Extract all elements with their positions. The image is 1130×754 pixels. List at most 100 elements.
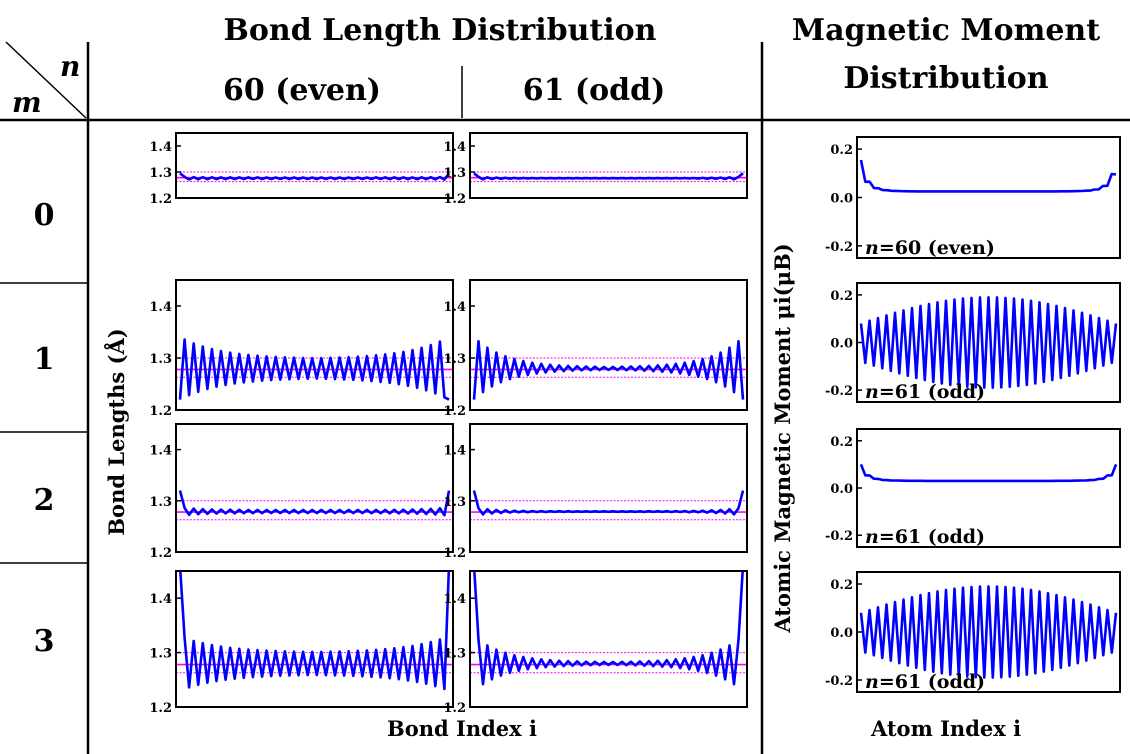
y-tick-label: -0.2 xyxy=(825,240,853,255)
y-tick-label: 0.0 xyxy=(830,337,853,352)
series-line xyxy=(179,571,451,691)
plot-area xyxy=(176,171,453,183)
y-tick-label: 0.2 xyxy=(830,143,853,158)
row-label-2: 2 xyxy=(34,483,55,518)
y-tick-label: 0.0 xyxy=(830,482,853,497)
series-line xyxy=(859,295,1118,390)
plot-area xyxy=(176,338,453,401)
plot-area xyxy=(859,463,1118,483)
plot-panels: 1.21.31.41.21.31.41.21.31.41.21.31.41.21… xyxy=(149,132,1121,716)
y-tick-label: 1.4 xyxy=(443,140,466,155)
y-tick-label: 1.3 xyxy=(149,495,172,510)
y-tick-label: 1.3 xyxy=(149,352,172,367)
panel-bond-m0-n61: 1.2 1.3 1.4 xyxy=(443,132,748,207)
panel-frame xyxy=(469,279,748,411)
panel-magnetic-m1-n61: 0.2 0.0 -0.2 n=61 (odd) xyxy=(825,282,1121,403)
annotation-text: =61 (odd) xyxy=(879,671,985,693)
series-line xyxy=(859,585,1118,679)
y-tick-label: -0.2 xyxy=(825,674,853,689)
row-label-3: 3 xyxy=(34,624,55,659)
y-tick-label: 0.2 xyxy=(830,435,853,450)
panel-annotation: n=60 (even) xyxy=(865,237,995,259)
panel-frame xyxy=(469,570,748,708)
annotation-text: =61 (odd) xyxy=(879,381,985,403)
plot-area xyxy=(470,490,747,521)
y-tick-label: 0.2 xyxy=(830,578,853,593)
plot-area xyxy=(470,571,747,686)
plot-area xyxy=(176,490,453,521)
y-tick-label: 1.4 xyxy=(443,444,466,459)
plot-area xyxy=(176,571,453,691)
panel-bond-m0-n60: 1.2 1.3 1.4 xyxy=(149,132,454,207)
panel-bond-m2-n61: 1.2 1.3 1.4 xyxy=(443,423,748,561)
series-line xyxy=(473,571,744,686)
panel-bond-m1-n60: 1.2 1.3 1.4 xyxy=(149,279,454,419)
annotation-var: n xyxy=(865,237,879,259)
plot-area xyxy=(859,159,1117,193)
y-tick-label: 0.2 xyxy=(830,289,853,304)
series-line xyxy=(179,172,451,181)
panel-bond-m2-n60: 1.2 1.3 1.4 xyxy=(149,423,454,561)
annotation-text: =60 (even) xyxy=(879,237,995,259)
plot-area xyxy=(470,339,747,400)
magnetic-title-line1: Magnetic Moment xyxy=(792,13,1100,48)
y-tick-label: 1.3 xyxy=(149,166,172,181)
panel-frame xyxy=(175,279,454,411)
panel-frame xyxy=(469,132,748,199)
y-tick-label: 1.4 xyxy=(149,592,172,607)
corner-diagonal xyxy=(5,41,87,119)
annotation-text: =61 (odd) xyxy=(879,526,985,548)
y-tick-label: -0.2 xyxy=(825,384,853,399)
bond-x-axis-label: Bond Index i xyxy=(387,716,537,741)
corner-m-label: m xyxy=(12,86,42,119)
y-tick-label: 1.3 xyxy=(443,352,466,367)
series-line xyxy=(178,338,450,401)
y-tick-label: -0.2 xyxy=(825,529,853,544)
panel-bond-m3-n60: 1.2 1.3 1.4 xyxy=(149,570,454,716)
panel-annotation: n=61 (odd) xyxy=(865,381,985,403)
panel-magnetic-m3-n61: 0.2 0.0 -0.2 n=61 (odd) xyxy=(825,571,1121,693)
y-tick-label: 1.4 xyxy=(443,592,466,607)
column-even-label: 60 (even) xyxy=(223,73,381,108)
series-line xyxy=(472,339,745,400)
column-odd-label: 61 (odd) xyxy=(523,73,666,108)
y-tick-label: 1.4 xyxy=(149,300,172,315)
panel-magnetic-m2-n61: 0.2 0.0 -0.2 n=61 (odd) xyxy=(825,428,1121,548)
series-line xyxy=(473,172,744,181)
panel-magnetic-m0-n60: 0.2 0.0 -0.2 n=60 (even) xyxy=(825,136,1121,259)
series-line xyxy=(178,490,451,517)
y-tick-label: 1.3 xyxy=(443,647,466,662)
y-tick-label: 1.4 xyxy=(149,140,172,155)
panel-bond-m1-n61: 1.2 1.3 1.4 xyxy=(443,279,748,419)
series-line xyxy=(472,490,745,516)
panel-annotation: n=61 (odd) xyxy=(865,526,985,548)
y-tick-label: 1.3 xyxy=(149,647,172,662)
y-tick-label: 0.0 xyxy=(830,626,853,641)
y-tick-label: 1.3 xyxy=(443,495,466,510)
panel-frame xyxy=(175,423,454,553)
y-tick-label: 1.2 xyxy=(149,701,172,716)
plot-area xyxy=(470,171,747,183)
panel-bond-m3-n61: 1.2 1.3 1.4 xyxy=(443,570,748,716)
bond-y-axis-label: Bond Lengths (Å) xyxy=(104,328,129,535)
mag-y-axis-label: Atomic Magnetic Moment μi(μB) xyxy=(770,243,795,633)
panel-frame xyxy=(469,423,748,553)
annotation-var: n xyxy=(865,671,879,693)
y-tick-label: 1.2 xyxy=(443,701,466,716)
mag-x-axis-label: Atom Index i xyxy=(870,716,1021,741)
panel-frame xyxy=(175,570,454,708)
annotation-var: n xyxy=(865,381,879,403)
plot-area xyxy=(859,585,1118,679)
y-tick-label: 1.2 xyxy=(443,192,466,207)
row-label-1: 1 xyxy=(34,342,55,377)
plot-area xyxy=(859,295,1118,390)
panel-frame xyxy=(175,132,454,199)
bond-title: Bond Length Distribution xyxy=(224,13,657,48)
magnetic-title-line2: Distribution xyxy=(843,61,1048,96)
row-label-0: 0 xyxy=(34,198,55,233)
y-tick-label: 0.0 xyxy=(830,192,853,207)
y-tick-label: 1.4 xyxy=(443,300,466,315)
y-tick-label: 1.2 xyxy=(443,404,466,419)
y-tick-label: 1.4 xyxy=(149,444,172,459)
